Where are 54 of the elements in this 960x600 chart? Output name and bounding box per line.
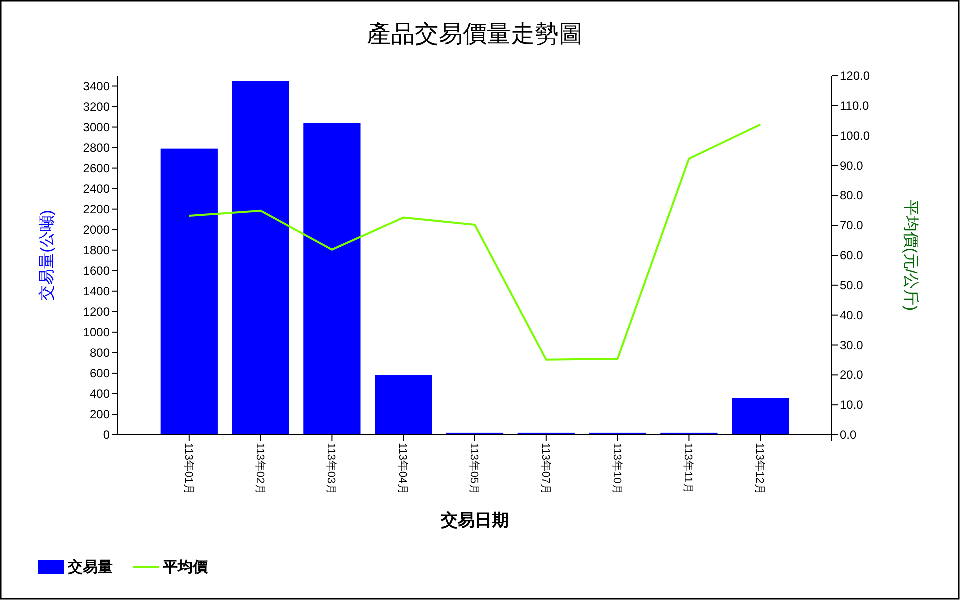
y-tick-label: 1200 bbox=[83, 304, 110, 319]
y2-tick-label: 110.0 bbox=[840, 98, 870, 113]
y2-tick-label: 80.0 bbox=[840, 188, 864, 203]
y-tick-label: 2000 bbox=[83, 222, 110, 237]
y2-tick-label: 120.0 bbox=[840, 69, 870, 83]
y-tick-label: 1800 bbox=[83, 243, 110, 258]
x-tick-label: 113年02月 bbox=[254, 443, 266, 495]
y-tick-label: 2600 bbox=[83, 161, 110, 176]
chart-title: 產品交易價量走勢圖 bbox=[367, 20, 583, 48]
x-tick-label: 113年05月 bbox=[468, 443, 480, 495]
line-series bbox=[188, 124, 762, 361]
bar bbox=[375, 376, 432, 435]
y-tick-label: 2400 bbox=[83, 182, 110, 196]
y-tick-label: 0 bbox=[103, 428, 110, 442]
y2-tick-label: 20.0 bbox=[840, 368, 864, 382]
y2-tick-label: 60.0 bbox=[840, 248, 864, 262]
y2-tick-label: 100.0 bbox=[840, 128, 870, 143]
legend-平均價: 平均價 bbox=[133, 559, 208, 576]
bar bbox=[304, 123, 361, 435]
y-tick-label: 2200 bbox=[83, 202, 110, 216]
x-tick-label: 113年12月 bbox=[754, 443, 766, 495]
y2-tick-label: 70.0 bbox=[840, 218, 864, 233]
x-tick-label: 113年11月 bbox=[682, 443, 694, 494]
y2-tick-label: 40.0 bbox=[840, 308, 864, 322]
x-tick-label: 113年03月 bbox=[325, 443, 338, 495]
y2-tick-label: 0.0 bbox=[840, 428, 858, 442]
y-tick-label: 3400 bbox=[83, 79, 110, 94]
y-tick-label: 2800 bbox=[83, 140, 110, 155]
x-tick-label: 113年01月 bbox=[182, 443, 194, 495]
y-tick-label: 1600 bbox=[83, 264, 110, 278]
y2-tick-label: 50.0 bbox=[840, 278, 864, 292]
x-tick-label: 113年10月 bbox=[610, 443, 623, 495]
y-tick-label: 1000 bbox=[83, 325, 110, 340]
y-tick-label: 1400 bbox=[83, 284, 110, 298]
x-tick-label: 113年04月 bbox=[396, 443, 409, 495]
y-tick-label: 600 bbox=[90, 366, 110, 380]
legend-label: 平均價 bbox=[162, 559, 209, 576]
y-tick-label: 200 bbox=[90, 407, 110, 422]
y2-tick-label: 30.0 bbox=[840, 338, 864, 352]
x-tick-label: 113年07月 bbox=[539, 443, 552, 495]
legend-交易量: 交易量 bbox=[38, 559, 113, 576]
y2-axis-title: 平均價(元/公斤) bbox=[902, 200, 920, 312]
y2-tick-label: 10.0 bbox=[840, 398, 864, 412]
legend-label: 交易量 bbox=[67, 558, 113, 576]
y2-tick-label: 90.0 bbox=[840, 158, 864, 173]
y-tick-label: 3200 bbox=[83, 100, 110, 114]
y-axis-title: 交易量(公噸) bbox=[38, 210, 56, 301]
y-tick-label: 400 bbox=[90, 386, 110, 401]
y-tick-label: 800 bbox=[90, 346, 110, 360]
x-axis-title: 交易日期 bbox=[440, 511, 509, 530]
bar bbox=[160, 148, 218, 435]
y-tick-label: 3000 bbox=[83, 120, 110, 134]
bar bbox=[732, 398, 790, 435]
bar bbox=[232, 81, 290, 435]
